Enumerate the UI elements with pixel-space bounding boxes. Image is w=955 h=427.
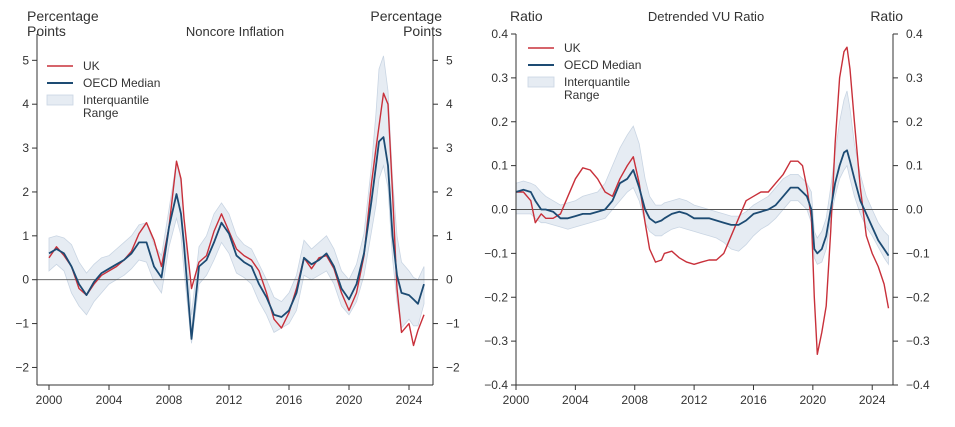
legend-band-label: Interquantile Range [564,75,630,102]
y-tick-label-right: −1 [446,317,460,331]
x-tick-label: 2012 [681,393,708,407]
x-tick-label: 2024 [396,393,423,407]
y-tick-label-left: 0.0 [491,203,508,217]
y-tick-label-right: −0.3 [906,334,930,348]
legend-band-label-line: Interquantile [83,93,149,107]
y-tick-label-right: −2 [446,360,460,374]
chart-title: Noncore Inflation [186,24,284,39]
y-tick-label-right: −0.4 [906,378,930,392]
y-tick-label-left: 0.1 [491,159,508,173]
y-axis-label-left: Points [27,23,66,39]
legend-oecd-label: OECD Median [83,76,160,90]
x-tick-label: 2000 [503,393,530,407]
uk-series-line [48,92,425,347]
y-tick-label-left: 5 [22,53,29,67]
legend-band-label-line: Interquantile [564,75,630,89]
y-tick-label-left: 3 [22,141,29,155]
x-tick-label: 2020 [799,393,826,407]
oecd-median-series-line [48,136,425,340]
legend-band-label: Interquantile Range [83,93,149,120]
y-axis-label-right: Points [403,23,442,39]
y-tick-label-left: −0.2 [484,290,508,304]
oecd-median-series-line [515,149,890,257]
y-tick-label-right: 3 [446,141,453,155]
y-tick-label-right: 1 [446,229,453,243]
legend-band-swatch [46,94,74,106]
y-tick-label-right: 0.4 [906,27,923,41]
legend-uk-label: UK [83,59,100,73]
legend-band-swatch [527,76,555,88]
y-tick-label-left: 1 [22,229,29,243]
y-tick-label-left: 0.2 [491,115,508,129]
y-tick-label-right: 0 [446,273,453,287]
y-axis-label-right: Ratio [870,8,903,24]
y-tick-label-right: 4 [446,97,453,111]
x-tick-label: 2012 [216,393,243,407]
y-axis-label-right: Percentage [370,8,442,24]
legend-uk-label: UK [564,41,581,55]
y-tick-label-left: −1 [15,317,29,331]
x-tick-label: 2008 [156,393,183,407]
legend-oecd-label: OECD Median [564,58,641,72]
y-tick-label-right: 0.2 [906,115,923,129]
x-tick-label: 2004 [96,393,123,407]
y-tick-label-right: 0.0 [906,203,923,217]
y-tick-label-left: 0.4 [491,27,508,41]
y-axis-label-left: Percentage [27,8,99,24]
y-tick-label-left: −0.3 [484,334,508,348]
y-tick-label-right: 0.3 [906,71,923,85]
interquantile-band [515,90,889,266]
panel-noncore-inflation: PercentagePointsPercentagePointsNoncore … [15,8,460,407]
y-tick-label-right: 0.1 [906,159,923,173]
x-tick-label: 2000 [36,393,63,407]
legend-band-label-line: Range [83,106,119,120]
x-tick-label: 2004 [562,393,589,407]
y-tick-label-left: −0.1 [484,246,508,260]
y-tick-label-right: 5 [446,53,453,67]
y-tick-label-right: 2 [446,185,453,199]
y-tick-label-left: 0 [22,273,29,287]
chart-title: Detrended VU Ratio [648,9,764,24]
y-tick-label-left: 2 [22,185,29,199]
x-tick-label: 2024 [859,393,886,407]
y-tick-label-left: 4 [22,97,29,111]
y-axis-label-left: Ratio [510,8,543,24]
y-tick-label-left: −2 [15,360,29,374]
legend-band-label-line: Range [564,88,600,102]
x-tick-label: 2008 [621,393,648,407]
x-tick-label: 2016 [740,393,767,407]
panel-detrended-vu-ratio: Ratio Ratio Detrended VU Ratio 0.4 0.4 0.3 0.3… [484,8,930,407]
y-tick-label-left: 0.3 [491,71,508,85]
y-tick-label-right: −0.2 [906,290,930,304]
x-tick-label: 2016 [276,393,303,407]
x-tick-label: 2020 [336,393,363,407]
uk-series-line [516,46,890,355]
y-tick-label-right: −0.1 [906,246,930,260]
y-tick-label-left: −0.4 [484,378,508,392]
